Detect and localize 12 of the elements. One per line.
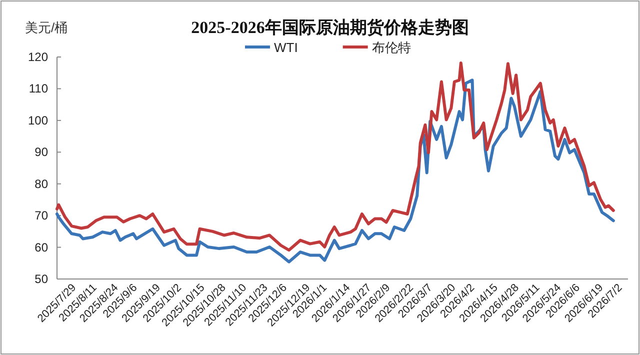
y-tick-label: 100 — [28, 113, 48, 128]
y-tick-label: 50 — [34, 272, 48, 286]
y-tick-label: 120 — [28, 50, 48, 64]
y-tick-label: 80 — [34, 176, 48, 191]
y-tick-label: 60 — [34, 240, 48, 254]
legend-label: 布伦特 — [372, 40, 411, 55]
y-tick-label: 90 — [34, 145, 48, 160]
y-axis-title: 美元/桶 — [25, 20, 68, 35]
y-tick-label: 110 — [28, 82, 48, 96]
chart-title: 2025-2026年国际原油期货价格走势图 — [191, 18, 469, 37]
y-tick-label: 70 — [34, 208, 48, 223]
legend-label: WTI — [274, 40, 298, 55]
